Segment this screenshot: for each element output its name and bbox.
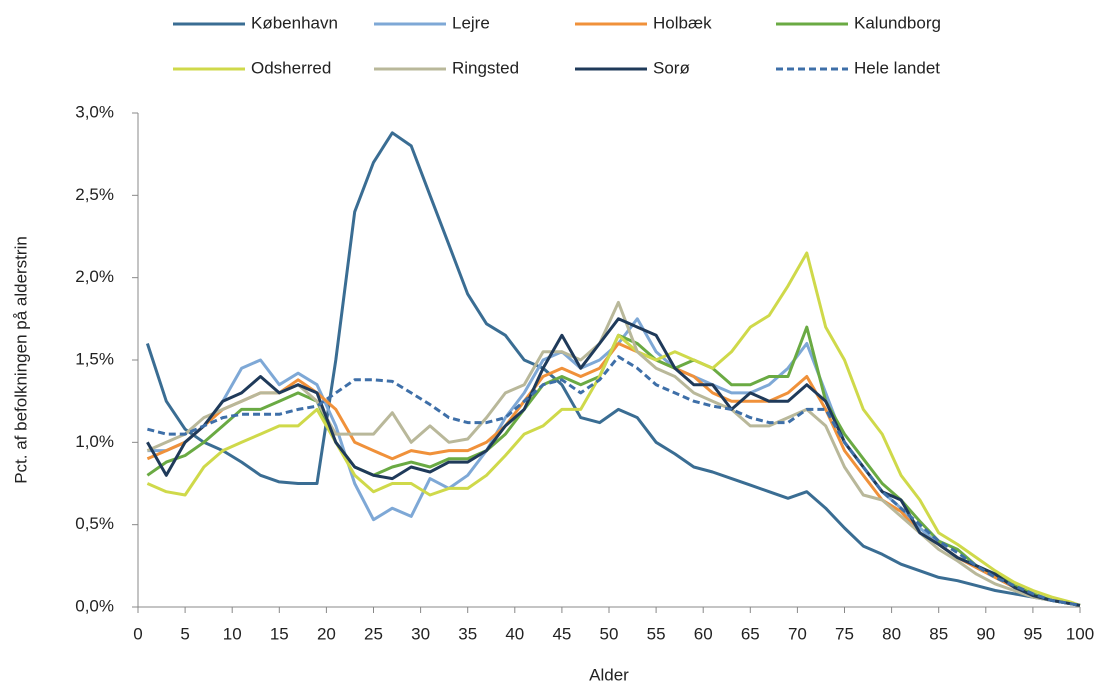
x-tick-label: 75 — [835, 624, 854, 643]
legend-label: Hele landet — [854, 58, 940, 77]
legend-label: Sorø — [653, 58, 690, 77]
x-tick-label: 10 — [223, 624, 242, 643]
x-tick-label: 90 — [976, 624, 995, 643]
x-tick-label: 80 — [882, 624, 901, 643]
x-tick-label: 35 — [458, 624, 477, 643]
series-line — [146, 317, 1081, 607]
y-tick-label: 2,0% — [75, 267, 114, 286]
y-tick-label: 1,0% — [75, 432, 114, 451]
legend-label: København — [251, 13, 338, 32]
x-tick-label: 95 — [1023, 624, 1042, 643]
y-tick-label: 0,5% — [75, 514, 114, 533]
legend-label: Lejre — [452, 13, 490, 32]
x-tick-label: 50 — [600, 624, 619, 643]
y-tick-label: 0,0% — [75, 596, 114, 615]
x-tick-label: 40 — [505, 624, 524, 643]
x-tick-label: 85 — [929, 624, 948, 643]
legend-label: Ringsted — [452, 58, 519, 77]
x-tick-label: 100 — [1066, 624, 1094, 643]
legend-label: Kalundborg — [854, 13, 941, 32]
x-tick-label: 20 — [317, 624, 336, 643]
x-tick-label: 5 — [180, 624, 189, 643]
x-tick-label: 60 — [694, 624, 713, 643]
legend-label: Holbæk — [653, 13, 712, 32]
x-tick-label: 0 — [133, 624, 142, 643]
series-line — [146, 342, 1081, 607]
series-line — [145, 131, 1081, 607]
legend-label: Odsherred — [251, 58, 331, 77]
x-tick-label: 65 — [741, 624, 760, 643]
series-line — [147, 355, 1081, 607]
series-line — [146, 251, 1081, 607]
x-tick-label: 15 — [270, 624, 289, 643]
y-tick-label: 3,0% — [75, 102, 114, 121]
x-tick-label: 70 — [788, 624, 807, 643]
series-line — [146, 300, 1081, 607]
series-line — [146, 325, 1081, 607]
y-tick-label: 1,5% — [75, 349, 114, 368]
x-tick-label: 25 — [364, 624, 383, 643]
x-axis-label: Alder — [589, 665, 629, 684]
x-tick-label: 45 — [552, 624, 571, 643]
x-tick-label: 30 — [411, 624, 430, 643]
x-tick-label: 55 — [647, 624, 666, 643]
y-axis-label: Pct. af befolkningen på alderstrin — [11, 236, 30, 484]
y-tick-label: 2,5% — [75, 185, 114, 204]
